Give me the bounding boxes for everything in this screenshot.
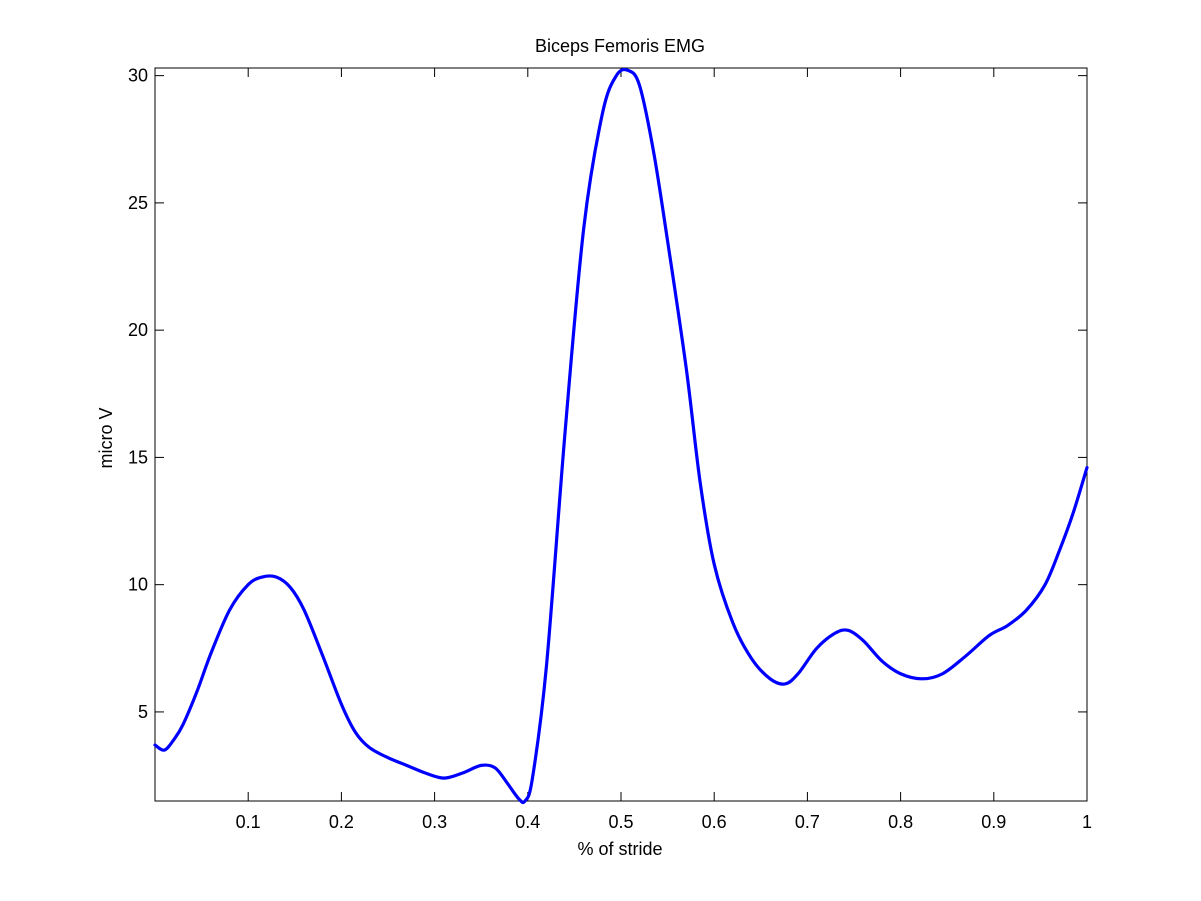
- y-tick-label: 25: [128, 193, 148, 213]
- x-tick-label: 0.3: [422, 812, 447, 832]
- x-tick-label: 0.2: [329, 812, 354, 832]
- y-tick-label: 20: [128, 320, 148, 340]
- y-tick-label: 30: [128, 66, 148, 86]
- x-tick-label: 0.7: [795, 812, 820, 832]
- axis-ticks: [155, 68, 1088, 801]
- x-tick-label: 0.5: [608, 812, 633, 832]
- y-tick-label: 5: [138, 702, 148, 722]
- x-tick-label: 0.6: [702, 812, 727, 832]
- axes-box: [154, 67, 1088, 802]
- x-tick-label: 1: [1082, 812, 1092, 832]
- x-axis-label: % of stride: [577, 839, 662, 859]
- y-axis-label: micro V: [96, 407, 116, 468]
- x-tick-label: 0.4: [515, 812, 540, 832]
- emg-series-line: [153, 67, 1089, 805]
- y-tick-label: 10: [128, 575, 148, 595]
- x-tick-label: 0.1: [236, 812, 261, 832]
- chart-title: Biceps Femoris EMG: [535, 36, 705, 56]
- y-tick-label: 15: [128, 447, 148, 467]
- x-tick-label: 0.9: [981, 812, 1006, 832]
- x-tick-label: 0.8: [888, 812, 913, 832]
